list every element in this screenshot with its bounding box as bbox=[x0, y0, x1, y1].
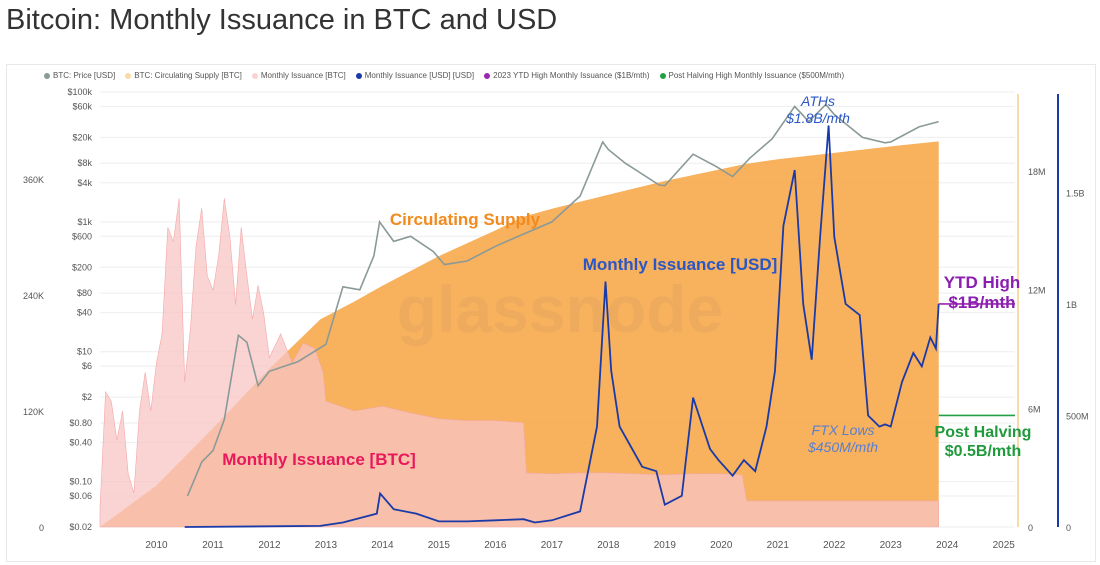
y-tick-label-price: $4k bbox=[77, 178, 92, 188]
legend-label: Monthly Issuance [BTC] bbox=[260, 71, 346, 80]
page-title: Bitcoin: Monthly Issuance in BTC and USD bbox=[6, 4, 558, 36]
y-tick-label-supply: 6M bbox=[1028, 404, 1041, 414]
legend-label: BTC: Circulating Supply [BTC] bbox=[134, 71, 242, 80]
y-tick-label-supply: 12M bbox=[1028, 286, 1046, 296]
annotation-aths-line2: $1.8B/mth bbox=[785, 110, 850, 126]
legend-dot-icon bbox=[355, 72, 362, 79]
legend-dot-icon bbox=[125, 72, 132, 79]
annotation-post-line1: Post Halving bbox=[935, 424, 1032, 441]
x-tick-label: 2014 bbox=[371, 540, 394, 551]
legend: BTC: Price [USD] BTC: Circulating Supply… bbox=[44, 71, 844, 80]
annotation-ytd-line1: YTD High bbox=[944, 273, 1021, 292]
y-tick-label-price: $20k bbox=[72, 132, 92, 142]
y-tick-label-issuance-usd: 500M bbox=[1066, 411, 1089, 421]
y-tick-label-supply: 18M bbox=[1028, 167, 1046, 177]
legend-label: 2023 YTD High Monthly Issuance ($1B/mth) bbox=[493, 71, 650, 80]
legend-label: Post Halving High Monthly Issuance ($500… bbox=[668, 71, 845, 80]
x-tick-label: 2018 bbox=[597, 540, 620, 551]
legend-dot-icon bbox=[484, 72, 491, 79]
legend-item-post-halving[interactable]: Post Halving High Monthly Issuance ($500… bbox=[659, 71, 845, 80]
y-tick-label-price: $0.02 bbox=[69, 522, 92, 532]
y-tick-label-price: $8k bbox=[77, 158, 92, 168]
y-tick-label-price: $80 bbox=[77, 288, 92, 298]
y-tick-label-issuance-btc: 360K bbox=[23, 175, 44, 185]
legend-item-issuance-usd[interactable]: Monthly Issuance [USD] [USD] bbox=[355, 71, 475, 80]
annotation-post-line2: $0.5B/mth bbox=[945, 443, 1021, 460]
annotation-monthly-issuance-usd: Monthly Issuance [USD] bbox=[583, 255, 778, 274]
legend-dot-icon bbox=[659, 72, 666, 79]
x-tick-label: 2022 bbox=[823, 540, 846, 551]
x-tick-label: 2023 bbox=[880, 540, 903, 551]
y-tick-label-price: $0.40 bbox=[69, 438, 92, 448]
legend-dot-icon bbox=[251, 72, 258, 79]
x-tick-label: 2024 bbox=[936, 540, 959, 551]
y-tick-label-price: $600 bbox=[72, 231, 92, 241]
y-tick-label-price: $40 bbox=[77, 308, 92, 318]
y-tick-label-price: $60k bbox=[72, 101, 92, 111]
y-tick-label-price: $200 bbox=[72, 262, 92, 272]
watermark: glassnode bbox=[397, 272, 723, 346]
legend-item-supply[interactable]: BTC: Circulating Supply [BTC] bbox=[125, 71, 242, 80]
legend-dot-icon bbox=[44, 72, 50, 79]
y-tick-label-price: $0.10 bbox=[69, 477, 92, 487]
x-tick-label: 2025 bbox=[993, 540, 1016, 551]
y-tick-label-price: $2 bbox=[82, 392, 92, 402]
y-tick-label-issuance-usd: 1B bbox=[1066, 300, 1077, 310]
x-tick-label: 2010 bbox=[145, 540, 168, 551]
y-tick-label-price: $10 bbox=[77, 347, 92, 357]
legend-item-ytd-high[interactable]: 2023 YTD High Monthly Issuance ($1B/mth) bbox=[484, 71, 650, 80]
annotation-monthly-issuance-btc: Monthly Issuance [BTC] bbox=[222, 450, 416, 469]
annotation-ftx-line1: FTX Lows bbox=[811, 422, 874, 438]
annotation-ftx-line2: $450M/mth bbox=[807, 439, 878, 455]
y-tick-label-issuance-usd: 0 bbox=[1066, 523, 1071, 533]
annotation-circulating-supply: Circulating Supply bbox=[390, 210, 541, 229]
line-btc-price bbox=[186, 103, 939, 497]
x-tick-label: 2019 bbox=[654, 540, 677, 551]
x-tick-label: 2021 bbox=[767, 540, 790, 551]
y-tick-label-issuance-btc: 120K bbox=[23, 407, 44, 417]
y-tick-label-price: $1k bbox=[77, 217, 92, 227]
x-tick-label: 2020 bbox=[710, 540, 733, 551]
line-monthly-issuance-usd bbox=[184, 125, 940, 528]
x-tick-label: 2012 bbox=[258, 540, 281, 551]
y-tick-label-issuance-usd: 1.5B bbox=[1066, 188, 1085, 198]
y-tick-label-supply: 0 bbox=[1028, 523, 1033, 533]
legend-item-issuance-btc[interactable]: Monthly Issuance [BTC] bbox=[251, 71, 346, 80]
y-tick-label-price: $6 bbox=[82, 361, 92, 371]
legend-item-price[interactable]: BTC: Price [USD] bbox=[44, 71, 115, 80]
annotation-ytd-line2: $1B/mth bbox=[948, 293, 1015, 312]
x-tick-label: 2011 bbox=[202, 540, 224, 551]
x-tick-label: 2017 bbox=[541, 540, 564, 551]
y-tick-label-issuance-btc: 0 bbox=[39, 523, 44, 533]
x-tick-label: 2013 bbox=[315, 540, 338, 551]
chart-frame bbox=[6, 64, 1096, 562]
legend-label: BTC: Price [USD] bbox=[53, 71, 116, 80]
legend-label: Monthly Issuance [USD] [USD] bbox=[364, 71, 475, 80]
x-tick-label: 2016 bbox=[484, 540, 507, 551]
y-tick-label-price: $0.80 bbox=[69, 418, 92, 428]
y-tick-label-issuance-btc: 240K bbox=[23, 291, 44, 301]
y-tick-label-price: $100k bbox=[67, 87, 92, 97]
y-tick-label-price: $0.06 bbox=[69, 491, 92, 501]
annotation-aths-line1: ATHs bbox=[800, 93, 835, 109]
x-tick-label: 2015 bbox=[428, 540, 451, 551]
